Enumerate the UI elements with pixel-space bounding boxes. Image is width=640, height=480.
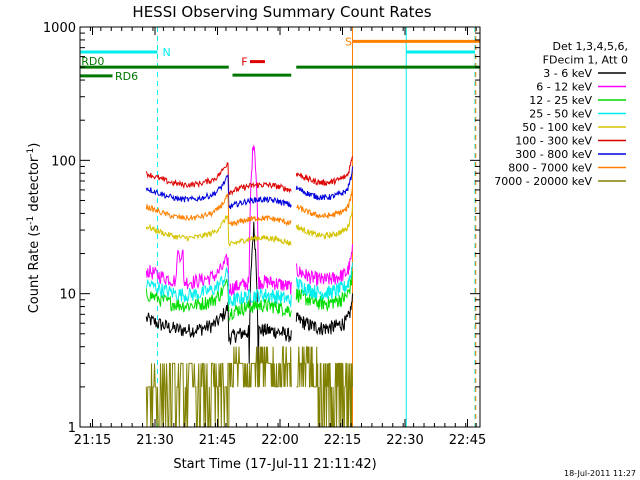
annotation-s: S xyxy=(345,35,352,48)
series-line-50_100keV xyxy=(295,204,353,240)
annotation-n: N xyxy=(163,46,171,59)
series-line-6_12keV xyxy=(145,249,230,290)
y-axis-label-part2: detector xyxy=(27,156,42,216)
legend-entry-label: 7000 - 20000 keV xyxy=(494,175,592,188)
series-line-12_25keV xyxy=(145,279,230,313)
series-line-3_6keV xyxy=(145,301,230,342)
annotation-bars: N F S RD0 RD6 xyxy=(80,35,480,83)
series-line-300_800keV xyxy=(228,195,292,210)
y-tick-label: 100 xyxy=(51,154,76,169)
y-axis-label-sup2: -1 xyxy=(26,148,36,157)
legend-header: FDecim 1, Att 0 xyxy=(543,54,628,67)
x-tick-label: 21:15 xyxy=(74,433,111,448)
annotation-f: F xyxy=(241,56,247,69)
y-tick-label: 1 xyxy=(68,421,76,436)
legend-entry-label: 12 - 25 keV xyxy=(529,94,592,107)
plot-area xyxy=(145,27,477,428)
series-line-25_50keV xyxy=(295,262,353,301)
series-line-100_300keV xyxy=(295,156,353,186)
x-tick-label: 22:15 xyxy=(324,433,361,448)
series-line-50_100keV xyxy=(228,235,292,248)
series-line-7000_20000keV xyxy=(145,362,229,428)
series-line-25_50keV xyxy=(228,288,292,308)
series-line-300_800keV xyxy=(295,166,353,201)
annotation-rd0: RD0 xyxy=(81,55,104,68)
y-axis-label: Count Rate (s-1 detector-1) xyxy=(26,143,42,314)
legend: Det 1,3,4,5,6,FDecim 1, Att 03 - 6 keV6 … xyxy=(494,40,628,188)
series-line-100_300keV xyxy=(228,181,292,196)
series-line-800_7000keV xyxy=(145,193,230,224)
y-tick-label: 1000 xyxy=(43,21,76,36)
x-tick-label: 22:00 xyxy=(261,433,298,448)
x-axis-label: Start Time (17-Jul-11 21:11:42) xyxy=(173,457,376,472)
y-axis-label-part3: ) xyxy=(27,143,42,148)
axes: 21:15 21:30 21:45 22:00 22:15 22:30 22:45 1 10 10… xyxy=(43,21,486,448)
legend-entry-label: 100 - 300 keV xyxy=(515,135,592,148)
annotation-rd6: RD6 xyxy=(115,70,138,83)
series-line-6_12keV xyxy=(295,244,353,287)
series-line-300_800keV xyxy=(145,174,230,206)
series-line-12_25keV xyxy=(228,297,292,322)
series-line-12_25keV xyxy=(295,271,353,312)
legend-entry-label: 6 - 12 keV xyxy=(536,81,592,94)
legend-entry-label: 50 - 100 keV xyxy=(522,121,592,134)
legend-header: Det 1,3,4,5,6, xyxy=(552,40,628,53)
footer-timestamp: 18-Jul-2011 11:27 xyxy=(564,469,636,478)
series-line-50_100keV xyxy=(145,215,230,245)
series-line-3_6keV xyxy=(228,221,292,372)
series-line-800_7000keV xyxy=(228,215,292,227)
series-line-3_6keV xyxy=(295,293,353,336)
legend-entry-label: 800 - 7000 keV xyxy=(508,162,592,175)
x-tick-label: 22:30 xyxy=(386,433,423,448)
series-line-7000_20000keV xyxy=(228,346,292,428)
x-tick-label: 22:45 xyxy=(449,433,486,448)
y-axis-label-sup1: -1 xyxy=(26,216,36,225)
y-tick-label: 10 xyxy=(59,288,76,303)
legend-entry-label: 300 - 800 keV xyxy=(515,148,592,161)
y-axis-label-part1: Count Rate (s xyxy=(27,225,42,314)
series-line-100_300keV xyxy=(145,162,230,194)
x-tick-label: 21:45 xyxy=(199,433,236,448)
series-line-25_50keV xyxy=(145,267,230,306)
x-tick-label: 21:30 xyxy=(136,433,173,448)
series-line-6_12keV xyxy=(228,144,292,297)
series-line-800_7000keV xyxy=(296,185,353,219)
chart-title: HESSI Observing Summary Count Rates xyxy=(132,3,431,21)
series-line-7000_20000keV xyxy=(296,346,353,428)
legend-entry-label: 25 - 50 keV xyxy=(529,108,592,121)
legend-entry-label: 3 - 6 keV xyxy=(543,67,592,80)
